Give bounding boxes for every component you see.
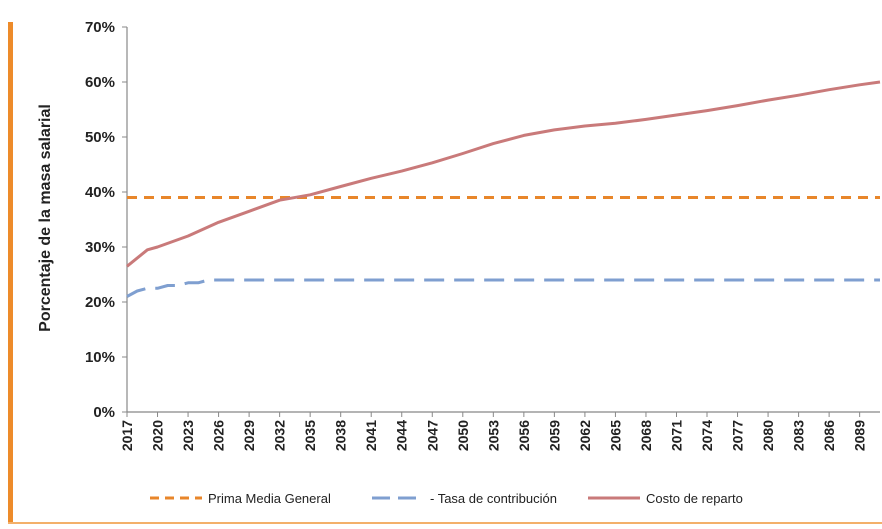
x-tick-label: 2080 — [760, 420, 776, 451]
x-tick-label: 2023 — [180, 420, 196, 451]
x-tick-label: 2026 — [211, 420, 227, 451]
series-line-2 — [126, 80, 881, 268]
x-tick-label: 2053 — [485, 420, 501, 451]
series-line-1 — [126, 278, 880, 298]
y-axis-label: Porcentaje de la masa salarial — [37, 104, 54, 332]
x-tick-label: 2041 — [363, 420, 379, 451]
x-tick-label: 2044 — [394, 420, 410, 451]
x-tick-label: 2083 — [791, 420, 807, 451]
x-tick-label: 2032 — [272, 420, 288, 451]
x-tick-label: 2056 — [516, 420, 532, 451]
legend-label-2: Costo de reparto — [646, 491, 743, 506]
x-tick-label: 2020 — [150, 420, 166, 451]
y-tick-label: 40% — [85, 184, 115, 201]
x-tick-label: 2062 — [577, 420, 593, 451]
y-tick-label: 0% — [93, 404, 115, 421]
x-tick-label: 2065 — [607, 420, 623, 451]
x-tick-label: 2071 — [668, 420, 684, 451]
y-tick-label: 70% — [85, 19, 115, 36]
y-tick-label: 20% — [85, 294, 115, 311]
x-tick-label: 2068 — [638, 420, 654, 451]
x-tick-label: 2077 — [730, 420, 746, 451]
x-tick-label: 2050 — [455, 420, 471, 451]
x-tick-label: 2035 — [302, 420, 318, 451]
x-tick-label: 2059 — [546, 420, 562, 451]
x-tick-label: 2017 — [119, 420, 135, 451]
accent-bar-left — [8, 22, 13, 524]
accent-bar-bottom — [8, 522, 882, 524]
y-tick-label: 10% — [85, 349, 115, 366]
x-tick-label: 2086 — [821, 420, 837, 451]
x-tick-label: 2089 — [852, 420, 868, 451]
x-tick-label: 2047 — [424, 420, 440, 451]
x-tick-label: 2029 — [241, 420, 257, 451]
legend-label-1: - Tasa de contribución — [430, 491, 557, 506]
y-tick-label: 30% — [85, 239, 115, 256]
legend-label-0: Prima Media General — [208, 491, 331, 506]
y-tick-label: 50% — [85, 129, 115, 146]
x-tick-label: 2074 — [699, 420, 715, 451]
x-tick-label: 2038 — [333, 420, 349, 451]
y-tick-label: 60% — [85, 74, 115, 91]
